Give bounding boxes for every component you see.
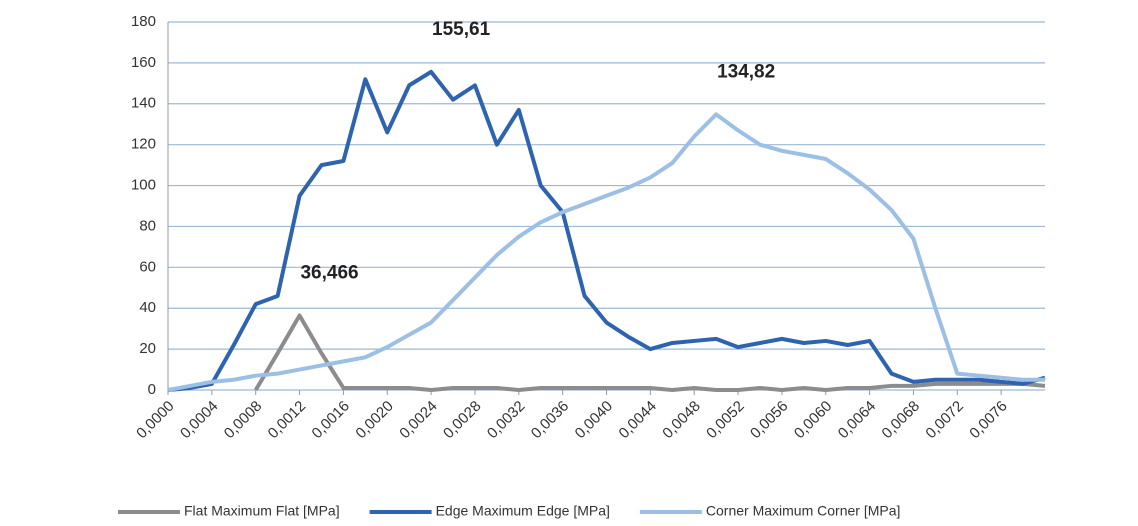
x-tick-label: 0,0060 (791, 398, 835, 442)
x-tick-label: 0,0044 (616, 398, 660, 442)
x-tick-label: 0,0068 (879, 398, 923, 442)
x-tick-label: 0,0076 (966, 398, 1010, 442)
x-tick-label: 0,0000 (133, 398, 177, 442)
y-tick-label: 40 (139, 299, 156, 316)
x-tick-label: 0,0056 (747, 398, 791, 442)
y-tick-label: 0 (148, 381, 156, 398)
y-tick-label: 60 (139, 258, 156, 275)
legend-label: Corner Maximum Corner [MPa] (706, 503, 901, 519)
x-tick-label: 0,0032 (484, 398, 528, 442)
x-tick-label: 0,0016 (309, 398, 353, 442)
x-tick-label: 0,0008 (221, 398, 265, 442)
value-label: 134,82 (717, 61, 775, 82)
series-line (253, 313, 1046, 392)
x-tick-label: 0,0024 (396, 398, 440, 442)
x-tick-label: 0,0004 (177, 398, 221, 442)
x-tick-label: 0,0052 (703, 398, 747, 442)
x-tick-label: 0,0020 (352, 398, 396, 442)
x-tick-label: 0,0072 (922, 398, 966, 442)
y-tick-label: 80 (139, 217, 156, 234)
y-tick-label: 120 (131, 136, 156, 153)
x-tick-label: 0,0028 (440, 398, 484, 442)
series-line (167, 69, 1046, 392)
value-label: 155,61 (432, 19, 491, 40)
value-label: 36,466 (300, 262, 358, 283)
x-tick-label: 0,0036 (528, 398, 572, 442)
legend-label: Flat Maximum Flat [MPa] (184, 503, 340, 519)
x-tick-label: 0,0064 (835, 398, 879, 442)
y-tick-label: 180 (131, 13, 156, 30)
series-line (167, 112, 1045, 392)
x-tick-label: 0,0040 (572, 398, 616, 442)
legend-label: Edge Maximum Edge [MPa] (436, 503, 610, 519)
y-tick-label: 20 (139, 340, 156, 357)
x-tick-label: 0,0048 (659, 398, 703, 442)
x-tick-label: 0,0012 (265, 398, 309, 442)
y-tick-label: 140 (131, 95, 156, 112)
y-tick-label: 100 (131, 177, 156, 194)
y-tick-label: 160 (131, 54, 156, 71)
